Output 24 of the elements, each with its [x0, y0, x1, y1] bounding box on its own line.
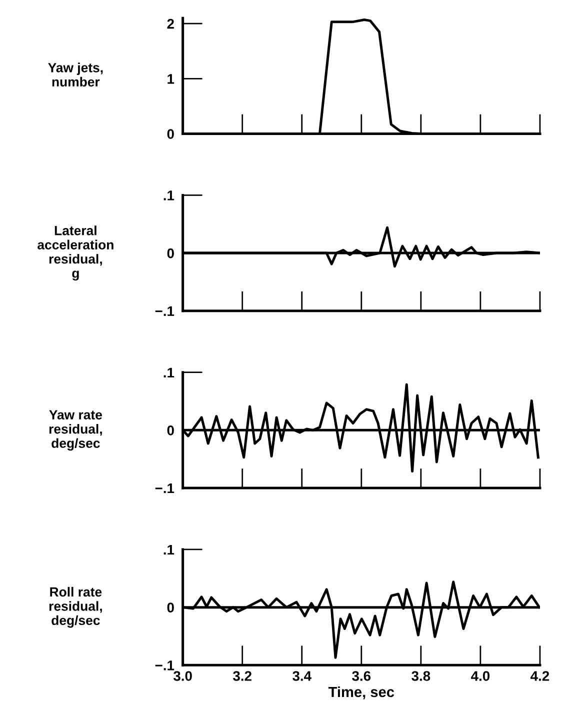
x-tick-label: 3.6	[352, 671, 371, 681]
y-tick-label: 0	[167, 426, 174, 436]
x-tick-label: 3.4	[292, 671, 312, 681]
y-tick-label: −.1	[155, 484, 174, 494]
y-tick-label: .1	[164, 190, 174, 200]
y-axis-title: Yaw jets, number	[48, 62, 103, 87]
x-tick-label: 3.0	[173, 671, 192, 681]
x-tick-label: 3.2	[233, 671, 252, 681]
y-tick-label: −.1	[155, 660, 174, 670]
y-axis-title: Lateral acceleration residual, g	[38, 226, 114, 281]
x-tick-label: 4.0	[470, 671, 490, 681]
y-tick-label: 0	[167, 248, 174, 258]
y-tick-label: 0	[167, 129, 174, 139]
y-axis-title: Yaw rate residual, deg/sec	[49, 410, 102, 451]
y-tick-label: 1	[168, 74, 174, 84]
x-tick-label: 4.2	[530, 671, 550, 681]
y-tick-label: 0	[167, 602, 174, 612]
y-tick-label: −.1	[155, 306, 174, 316]
y-axis-title: Roll rate residual, deg/sec	[49, 586, 102, 628]
x-tick-label: 3.8	[412, 671, 430, 681]
y-tick-label: .1	[164, 368, 174, 378]
y-tick-label: .1	[164, 544, 174, 555]
y-tick-label: 2	[167, 18, 174, 29]
x-axis-title: Time, sec	[328, 686, 394, 700]
